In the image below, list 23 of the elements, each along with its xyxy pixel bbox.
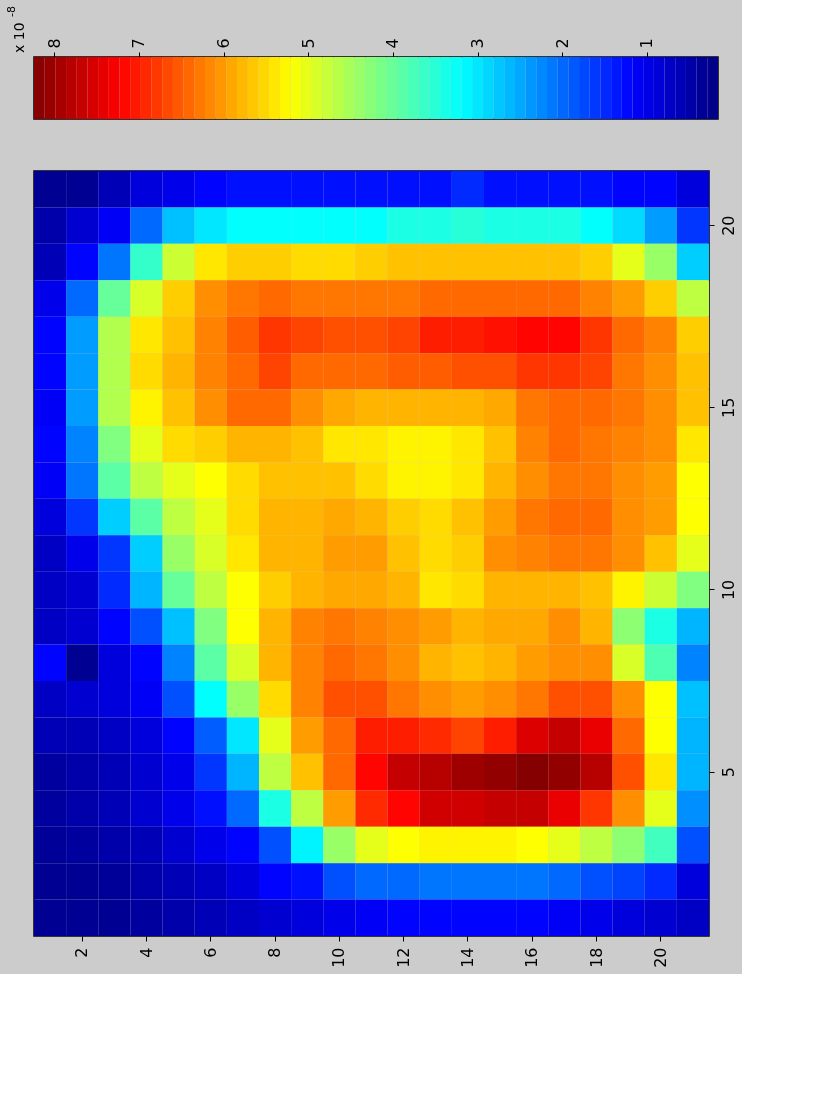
x-tick-label: 20 [650, 947, 670, 968]
x-tick-label: 14 [457, 947, 477, 968]
color-bar-label: 7 [129, 38, 149, 49]
y-tick-label: 20 [718, 215, 738, 236]
color-bar-label: 8 [44, 38, 64, 49]
x-tick-label: 16 [522, 947, 542, 968]
y-tick-label: 15 [718, 397, 738, 418]
color-bar-label: 4 [383, 38, 403, 49]
x-tick-label: 4 [136, 947, 156, 958]
color-bar-label: 2 [552, 38, 572, 49]
x-tick-label: 18 [586, 947, 606, 968]
x-tick-label: 8 [265, 947, 285, 958]
x-tick-label: 10 [329, 947, 349, 968]
color-bar-label: 5 [298, 38, 318, 49]
y-tick-label: 10 [718, 579, 738, 601]
x-tick-label: 2 [72, 947, 92, 958]
color-bar-label: 1 [637, 38, 657, 49]
x-tick-label: 12 [393, 947, 413, 968]
color-bar-label: 3 [468, 38, 488, 49]
x-tick-label: 6 [200, 947, 220, 958]
y-tick-label: 5 [718, 766, 738, 778]
color-bar-label: 6 [214, 38, 234, 49]
color-bar-title: x 10-8 [5, 6, 27, 53]
